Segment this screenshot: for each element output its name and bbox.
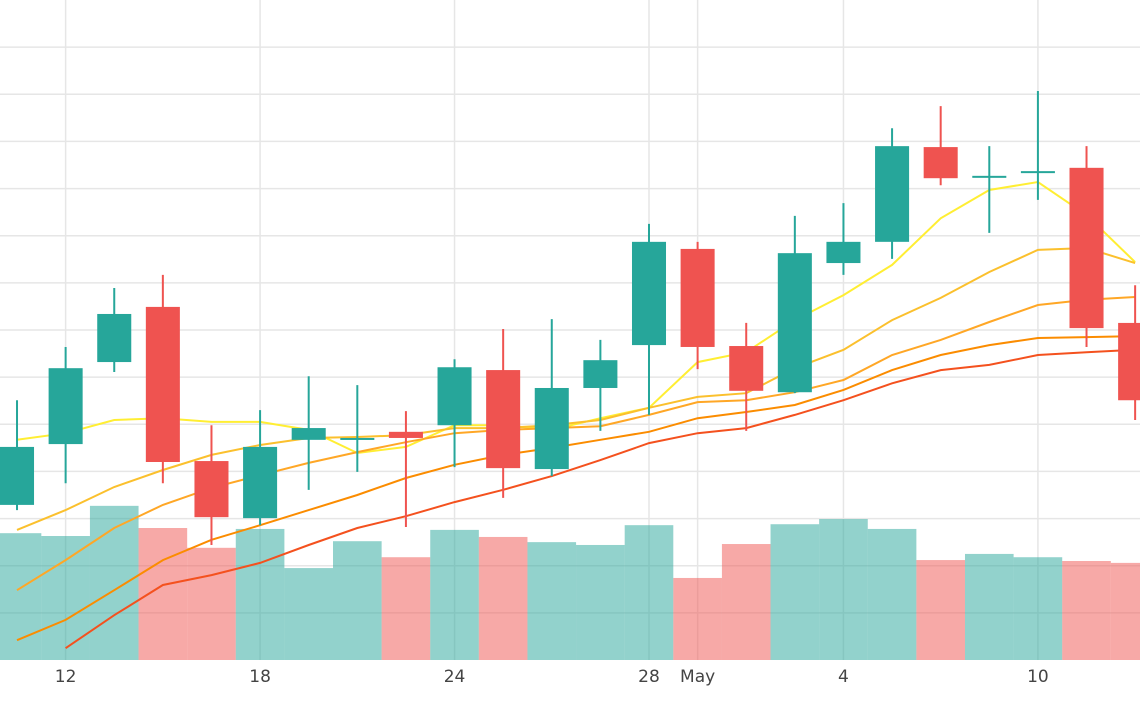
candle-body (631, 241, 667, 346)
volume-bar (138, 528, 188, 660)
candle-body (97, 313, 132, 363)
candle-body (875, 146, 910, 242)
plot-area (0, 90, 1140, 650)
x-tick-label: 28 (638, 667, 660, 687)
volume-bar (819, 519, 868, 660)
candle-body (534, 387, 569, 470)
volume-bar (770, 524, 820, 660)
candle-body (0, 446, 35, 505)
candle-body (729, 346, 764, 391)
moving-average-line (16, 180, 1136, 455)
candle-body (48, 368, 83, 445)
volume-bar (964, 553, 1014, 660)
candle-body (777, 253, 812, 393)
volume-bar (527, 542, 577, 660)
volume-bar (867, 528, 917, 660)
moving-average-line (16, 335, 1136, 642)
candle-body (826, 241, 861, 264)
x-tick-label: 4 (838, 667, 849, 687)
volume-bar (1013, 557, 1063, 660)
volume-bar (235, 528, 285, 660)
candle-body (194, 461, 229, 518)
x-tick-label: 12 (55, 667, 77, 687)
volume-bars (0, 505, 1140, 660)
volume-bar (916, 560, 965, 660)
volume-bar (381, 557, 431, 660)
candle-body (243, 446, 278, 519)
moving-average-line (16, 246, 1136, 531)
volume-bar (673, 577, 722, 660)
candle-body (680, 248, 715, 347)
volume-bar (576, 544, 625, 660)
volume-bar (41, 536, 90, 660)
candle-body (1069, 167, 1104, 329)
candle-body (1020, 171, 1055, 174)
candle-body (437, 367, 472, 426)
candle-body (145, 306, 180, 462)
candle-body (1118, 322, 1140, 401)
moving-average-line (65, 348, 1136, 650)
x-tick-label: May (680, 667, 715, 687)
candle-body (388, 431, 423, 438)
volume-bar (478, 536, 528, 660)
x-tick-label: 18 (249, 667, 271, 687)
volume-bar (333, 541, 382, 660)
x-axis: 12 18 24 28 May 4 10 (55, 667, 1049, 687)
volume-bar (187, 547, 236, 660)
x-tick-label: 24 (444, 667, 466, 687)
candle-body (583, 360, 618, 388)
candle-body (972, 175, 1007, 178)
x-tick-label: 10 (1027, 667, 1049, 687)
candle-body (291, 428, 326, 440)
candle-body (923, 147, 958, 179)
candle-body (486, 370, 521, 469)
volume-bar (430, 529, 479, 660)
volume-bar (624, 525, 674, 660)
volume-bar (1110, 562, 1140, 660)
volume-bar (1062, 561, 1111, 660)
volume-bar (0, 533, 42, 660)
volume-bar (89, 505, 139, 660)
volume-bar (721, 544, 771, 660)
candle-body (340, 437, 375, 440)
volume-bar (284, 568, 334, 660)
